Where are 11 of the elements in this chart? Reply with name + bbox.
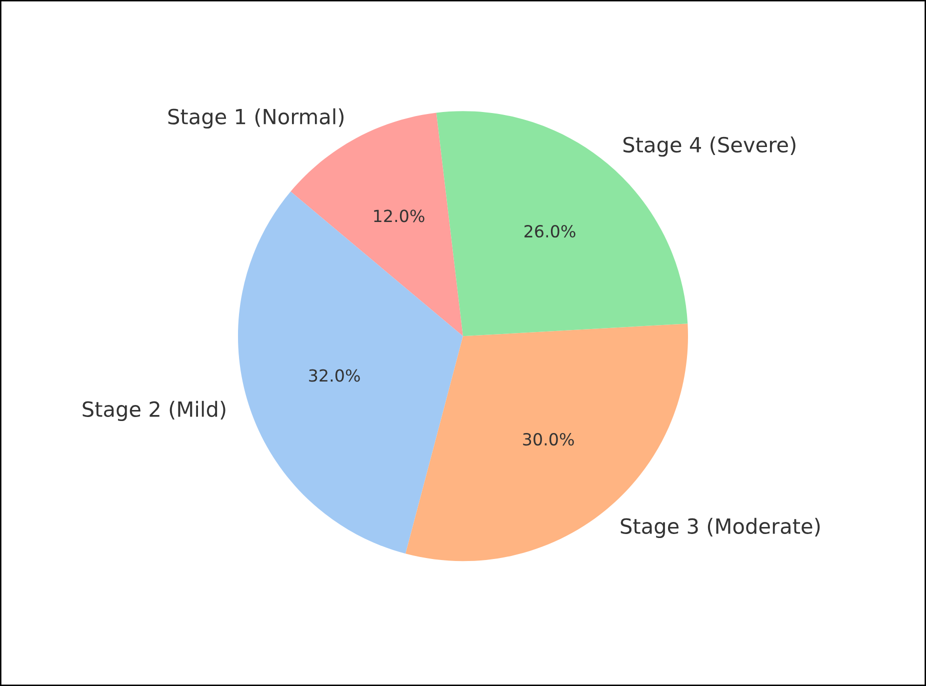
slice-label: Stage 1 (Normal) [168, 108, 344, 128]
data-label: 12.0% [374, 210, 424, 222]
data-label: 30.0% [523, 432, 574, 446]
pie-slice [406, 324, 688, 562]
data-label: 32.0% [309, 369, 360, 382]
slice-label: Stage 4 (Severe) [623, 136, 796, 157]
slice-label: Stage 3 (Moderate) [620, 518, 820, 538]
pie-slice [436, 111, 688, 336]
pie-slice [238, 192, 463, 554]
slice-label: Stage 2 (Mild) [82, 400, 226, 422]
data-label: 26.0% [524, 224, 576, 238]
